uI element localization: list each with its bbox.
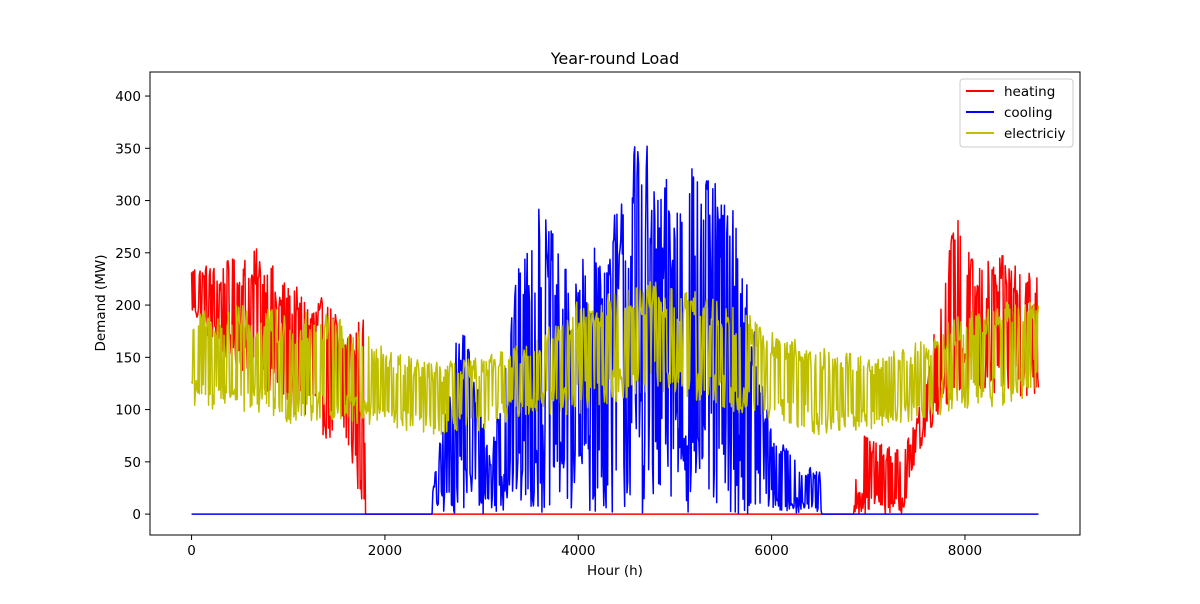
axes-frame (149, 71, 1081, 536)
y-axis-label: Demand (MW) (93, 254, 109, 351)
y-tick-label: 250 (115, 246, 141, 262)
y-tick-label: 200 (115, 298, 141, 314)
x-tick-label: 4000 (561, 543, 595, 559)
legend-label-heating: heating (1004, 84, 1055, 100)
legend-box (959, 78, 1074, 148)
legend: heating cooling electriciy (959, 78, 1074, 148)
y-tick-label: 50 (124, 455, 141, 471)
legend-label-cooling: cooling (1004, 105, 1053, 121)
x-axis-label: Hour (h) (587, 563, 643, 579)
plot-area (149, 71, 1081, 536)
series-line-cooling (191, 145, 1039, 515)
x-tick-label: 8000 (948, 543, 982, 559)
y-tick-label: 300 (115, 194, 141, 210)
x-tick-label: 0 (187, 543, 196, 559)
x-tick-label: 2000 (368, 543, 402, 559)
series-line-electriciy (190, 281, 1040, 436)
y-tick-label: 150 (115, 350, 141, 366)
chart-title: Year-round Load (550, 49, 680, 68)
series-lines (190, 145, 1040, 515)
y-tick-label: 100 (115, 403, 141, 419)
x-tick-label: 6000 (754, 543, 788, 559)
y-tick-label: 0 (132, 507, 141, 523)
legend-label-electriciy: electriciy (1004, 126, 1066, 142)
y-axis: 0 50 100 150 200 250 300 350 400 (115, 89, 150, 523)
x-axis: 0 2000 4000 6000 8000 (187, 535, 982, 559)
y-tick-label: 400 (115, 89, 141, 105)
y-tick-label: 350 (115, 141, 141, 157)
